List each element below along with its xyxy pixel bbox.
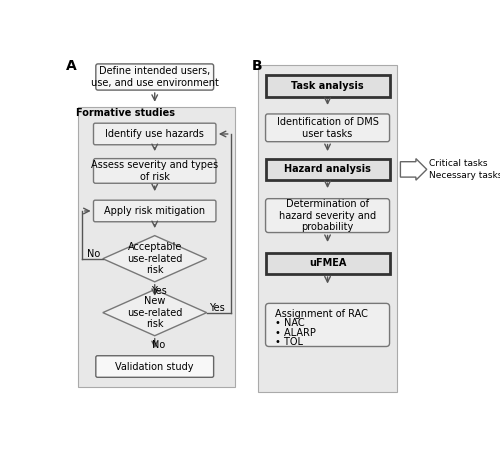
FancyBboxPatch shape <box>94 158 216 183</box>
Text: Identify use hazards: Identify use hazards <box>106 129 204 139</box>
Text: No: No <box>152 340 165 350</box>
FancyBboxPatch shape <box>266 304 390 346</box>
Text: • TOL: • TOL <box>275 337 303 347</box>
FancyBboxPatch shape <box>94 200 216 222</box>
Text: uFMEA: uFMEA <box>309 258 346 268</box>
Bar <box>266 75 390 97</box>
Bar <box>266 158 390 180</box>
Text: Acceptable
use-related
risk: Acceptable use-related risk <box>127 242 182 275</box>
FancyBboxPatch shape <box>96 64 214 90</box>
FancyBboxPatch shape <box>266 199 390 232</box>
FancyBboxPatch shape <box>94 123 216 145</box>
Polygon shape <box>103 236 206 282</box>
Bar <box>78 107 234 387</box>
Text: Formative studies: Formative studies <box>76 108 175 118</box>
FancyBboxPatch shape <box>96 356 214 377</box>
Text: New
use-related
risk: New use-related risk <box>127 296 182 329</box>
Text: B: B <box>252 59 262 73</box>
Bar <box>266 253 390 274</box>
Text: Assess severity and types
of risk: Assess severity and types of risk <box>91 160 218 182</box>
Text: Apply risk mitigation: Apply risk mitigation <box>104 206 206 216</box>
Text: Critical tasks: Critical tasks <box>429 159 488 168</box>
Text: Define intended users,
use, and use environment: Define intended users, use, and use envi… <box>91 66 218 88</box>
Text: Assignment of RAC: Assignment of RAC <box>275 309 368 319</box>
Polygon shape <box>103 290 206 336</box>
Text: No: No <box>87 249 101 259</box>
Bar <box>258 65 398 392</box>
Text: Determination of
hazard severity and
probability: Determination of hazard severity and pro… <box>279 199 376 232</box>
Text: • ALARP: • ALARP <box>275 328 316 338</box>
Text: Hazard analysis: Hazard analysis <box>284 164 371 174</box>
Text: Yes: Yes <box>209 303 224 313</box>
Text: Task analysis: Task analysis <box>291 81 364 91</box>
Text: Yes: Yes <box>152 286 167 297</box>
Text: Necessary tasks: Necessary tasks <box>429 171 500 180</box>
FancyBboxPatch shape <box>266 114 390 142</box>
Text: Validation study: Validation study <box>116 362 194 371</box>
FancyArrow shape <box>400 158 427 180</box>
Text: • NAC: • NAC <box>275 318 304 328</box>
Text: A: A <box>66 59 76 73</box>
Text: Identification of DMS
user tasks: Identification of DMS user tasks <box>276 117 378 139</box>
